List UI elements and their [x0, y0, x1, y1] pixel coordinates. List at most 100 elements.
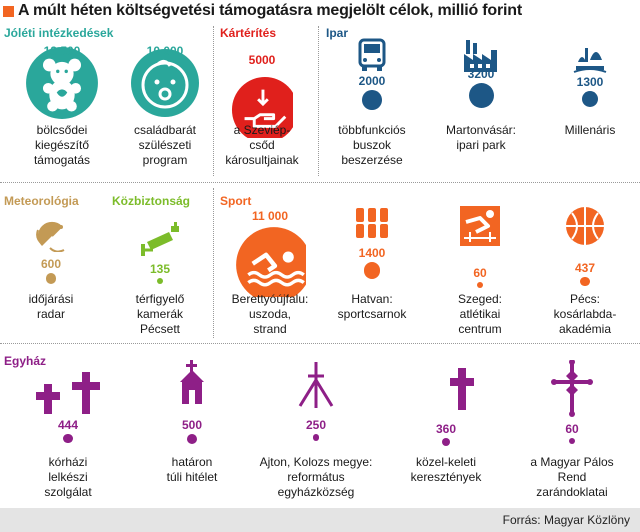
value-label: 11 000	[251, 209, 289, 223]
item-label-line: kamerák	[136, 307, 183, 321]
column-separator	[318, 26, 319, 176]
item-label: közel-keleti keresztények	[381, 455, 511, 485]
category-label-meteorologia: Meteorológia	[4, 194, 79, 208]
header: A múlt héten költségvetési támogatásra m…	[0, 0, 640, 22]
value-bubble	[580, 277, 590, 287]
value-bubble	[441, 438, 451, 447]
park-icon	[573, 48, 607, 73]
item-label-line: Pécsett	[139, 322, 181, 336]
cctv-camera-icon	[141, 222, 179, 256]
item-label-line: centrum	[458, 322, 502, 336]
item-label-line: sportcsarnok	[337, 307, 407, 321]
item-label-line: zarándoklatai	[536, 485, 608, 499]
value-bubble	[63, 434, 73, 444]
item-label-line: keresztények	[410, 470, 482, 484]
item-label-line: egyházközség	[277, 485, 355, 499]
category-label-ipar: Ipar	[326, 26, 349, 40]
item-label-line: családbarát	[133, 123, 197, 137]
basketball-icon	[566, 207, 604, 245]
item-label: a Magyar Pálos Rend zarándoklatai	[507, 455, 637, 500]
item-label: Szeged: atlétikai centrum	[415, 292, 545, 337]
item-label-line: többfunkciós	[338, 123, 406, 137]
item-label: kórházi lelkészi szolgálat	[3, 455, 133, 500]
item-label-line: Rend	[557, 470, 587, 484]
value-bubble	[45, 273, 57, 284]
value-label: 3200	[467, 67, 495, 81]
item-label-line: program	[142, 153, 188, 167]
item-label-line: kiegészítő	[34, 138, 90, 152]
item-label-line: buszok	[352, 138, 392, 152]
value-label: 437	[574, 261, 596, 275]
item-label-line: Millenáris	[564, 123, 616, 137]
item-label-line: a Magyar Pálos	[530, 455, 614, 469]
item-label-line: támogatás	[33, 153, 91, 167]
item-label-line: bölcsődei	[36, 123, 88, 137]
item-label-line: Hatvan:	[351, 292, 393, 306]
factory-icon	[464, 40, 497, 72]
value-bubble	[187, 434, 197, 444]
stadium-seats-icon	[356, 208, 388, 238]
item-label-line: túli hitélet	[166, 470, 218, 484]
item-label-line: csőd	[249, 138, 275, 152]
swimmer-icon	[235, 226, 306, 297]
item-label-line: radar	[36, 307, 65, 321]
row-separator	[0, 343, 640, 344]
item-label: Martonvásár: ipari park	[416, 123, 546, 153]
item-label: bölcsődei kiegészítő támogatás	[0, 123, 127, 168]
item-label-line: időjárási	[28, 292, 74, 306]
church-icon	[180, 360, 204, 404]
title-marker	[3, 6, 14, 17]
item-label: Pécs: kosárlabda-akadémia	[520, 292, 640, 337]
crescent-cross-icon	[422, 368, 474, 410]
value-label: 444	[57, 418, 79, 432]
value-bubble	[312, 434, 320, 441]
value-label: 13 500	[43, 44, 81, 58]
item-label-line: ipari park	[456, 138, 506, 152]
value-label: 10 000	[146, 44, 184, 58]
value-label: 60	[473, 266, 487, 280]
value-label: 600	[40, 257, 62, 271]
item-label-line: Martonvásár:	[445, 123, 517, 137]
item-label-line: atlétikai	[459, 307, 501, 321]
baby-face-icon	[131, 49, 199, 117]
two-crosses-icon	[36, 372, 100, 414]
item-label: időjárási radar	[0, 292, 116, 322]
item-label-line: Ajton, Kolozs megye:	[259, 455, 373, 469]
source-note: Forrás: Magyar Közlöny	[502, 513, 630, 527]
item-label-line: Szeged:	[457, 292, 503, 306]
item-label-line: szolgálat	[44, 485, 92, 499]
category-label-karterites: Kártérítés	[220, 26, 277, 40]
item-label: határon túli hitélet	[127, 455, 257, 485]
item-label: többfunkciós buszok beszerzése	[307, 123, 437, 168]
hand-coin-icon	[231, 76, 293, 138]
item-label-line: szülészeti	[138, 138, 192, 152]
item-label-line: református	[287, 470, 345, 484]
category-label-joleti-intezkedesek: Jóléti intézkedések	[4, 26, 114, 40]
item-label-line: Pécs:	[569, 292, 600, 306]
item-label: Millenáris	[525, 123, 640, 138]
reformed-cross-icon	[298, 362, 334, 408]
row-separator	[0, 182, 640, 183]
radar-dish-icon	[36, 221, 65, 252]
value-label: 5000	[248, 53, 276, 67]
item-label-line: károsultjainak	[225, 153, 299, 167]
bus-icon	[358, 38, 386, 71]
item-label: Ajton, Kolozs megye: református egyházközs…	[251, 455, 381, 500]
item-label-line: kórházi	[48, 455, 88, 469]
column-separator	[213, 188, 214, 338]
item-label-line: uszoda,	[248, 307, 292, 321]
item-label-line: közel-keleti	[415, 455, 477, 469]
column-separator	[213, 26, 214, 176]
item-label: térfigyelő kamerák Pécsett	[95, 292, 225, 337]
value-bubble	[157, 278, 163, 284]
value-label: 500	[181, 418, 203, 432]
value-label: 1300	[576, 75, 604, 89]
category-label-egyhaz: Egyház	[4, 354, 47, 368]
value-bubble	[468, 83, 494, 108]
item-label: családbarát szülészeti program	[100, 123, 230, 168]
item-label: Hatvan: sportcsarnok	[307, 292, 437, 322]
item-label-line: Berettyóújfalu:	[231, 292, 309, 306]
value-label: 135	[149, 262, 171, 276]
item-label-line: beszerzése	[341, 153, 403, 167]
category-label-sport: Sport	[220, 194, 252, 208]
